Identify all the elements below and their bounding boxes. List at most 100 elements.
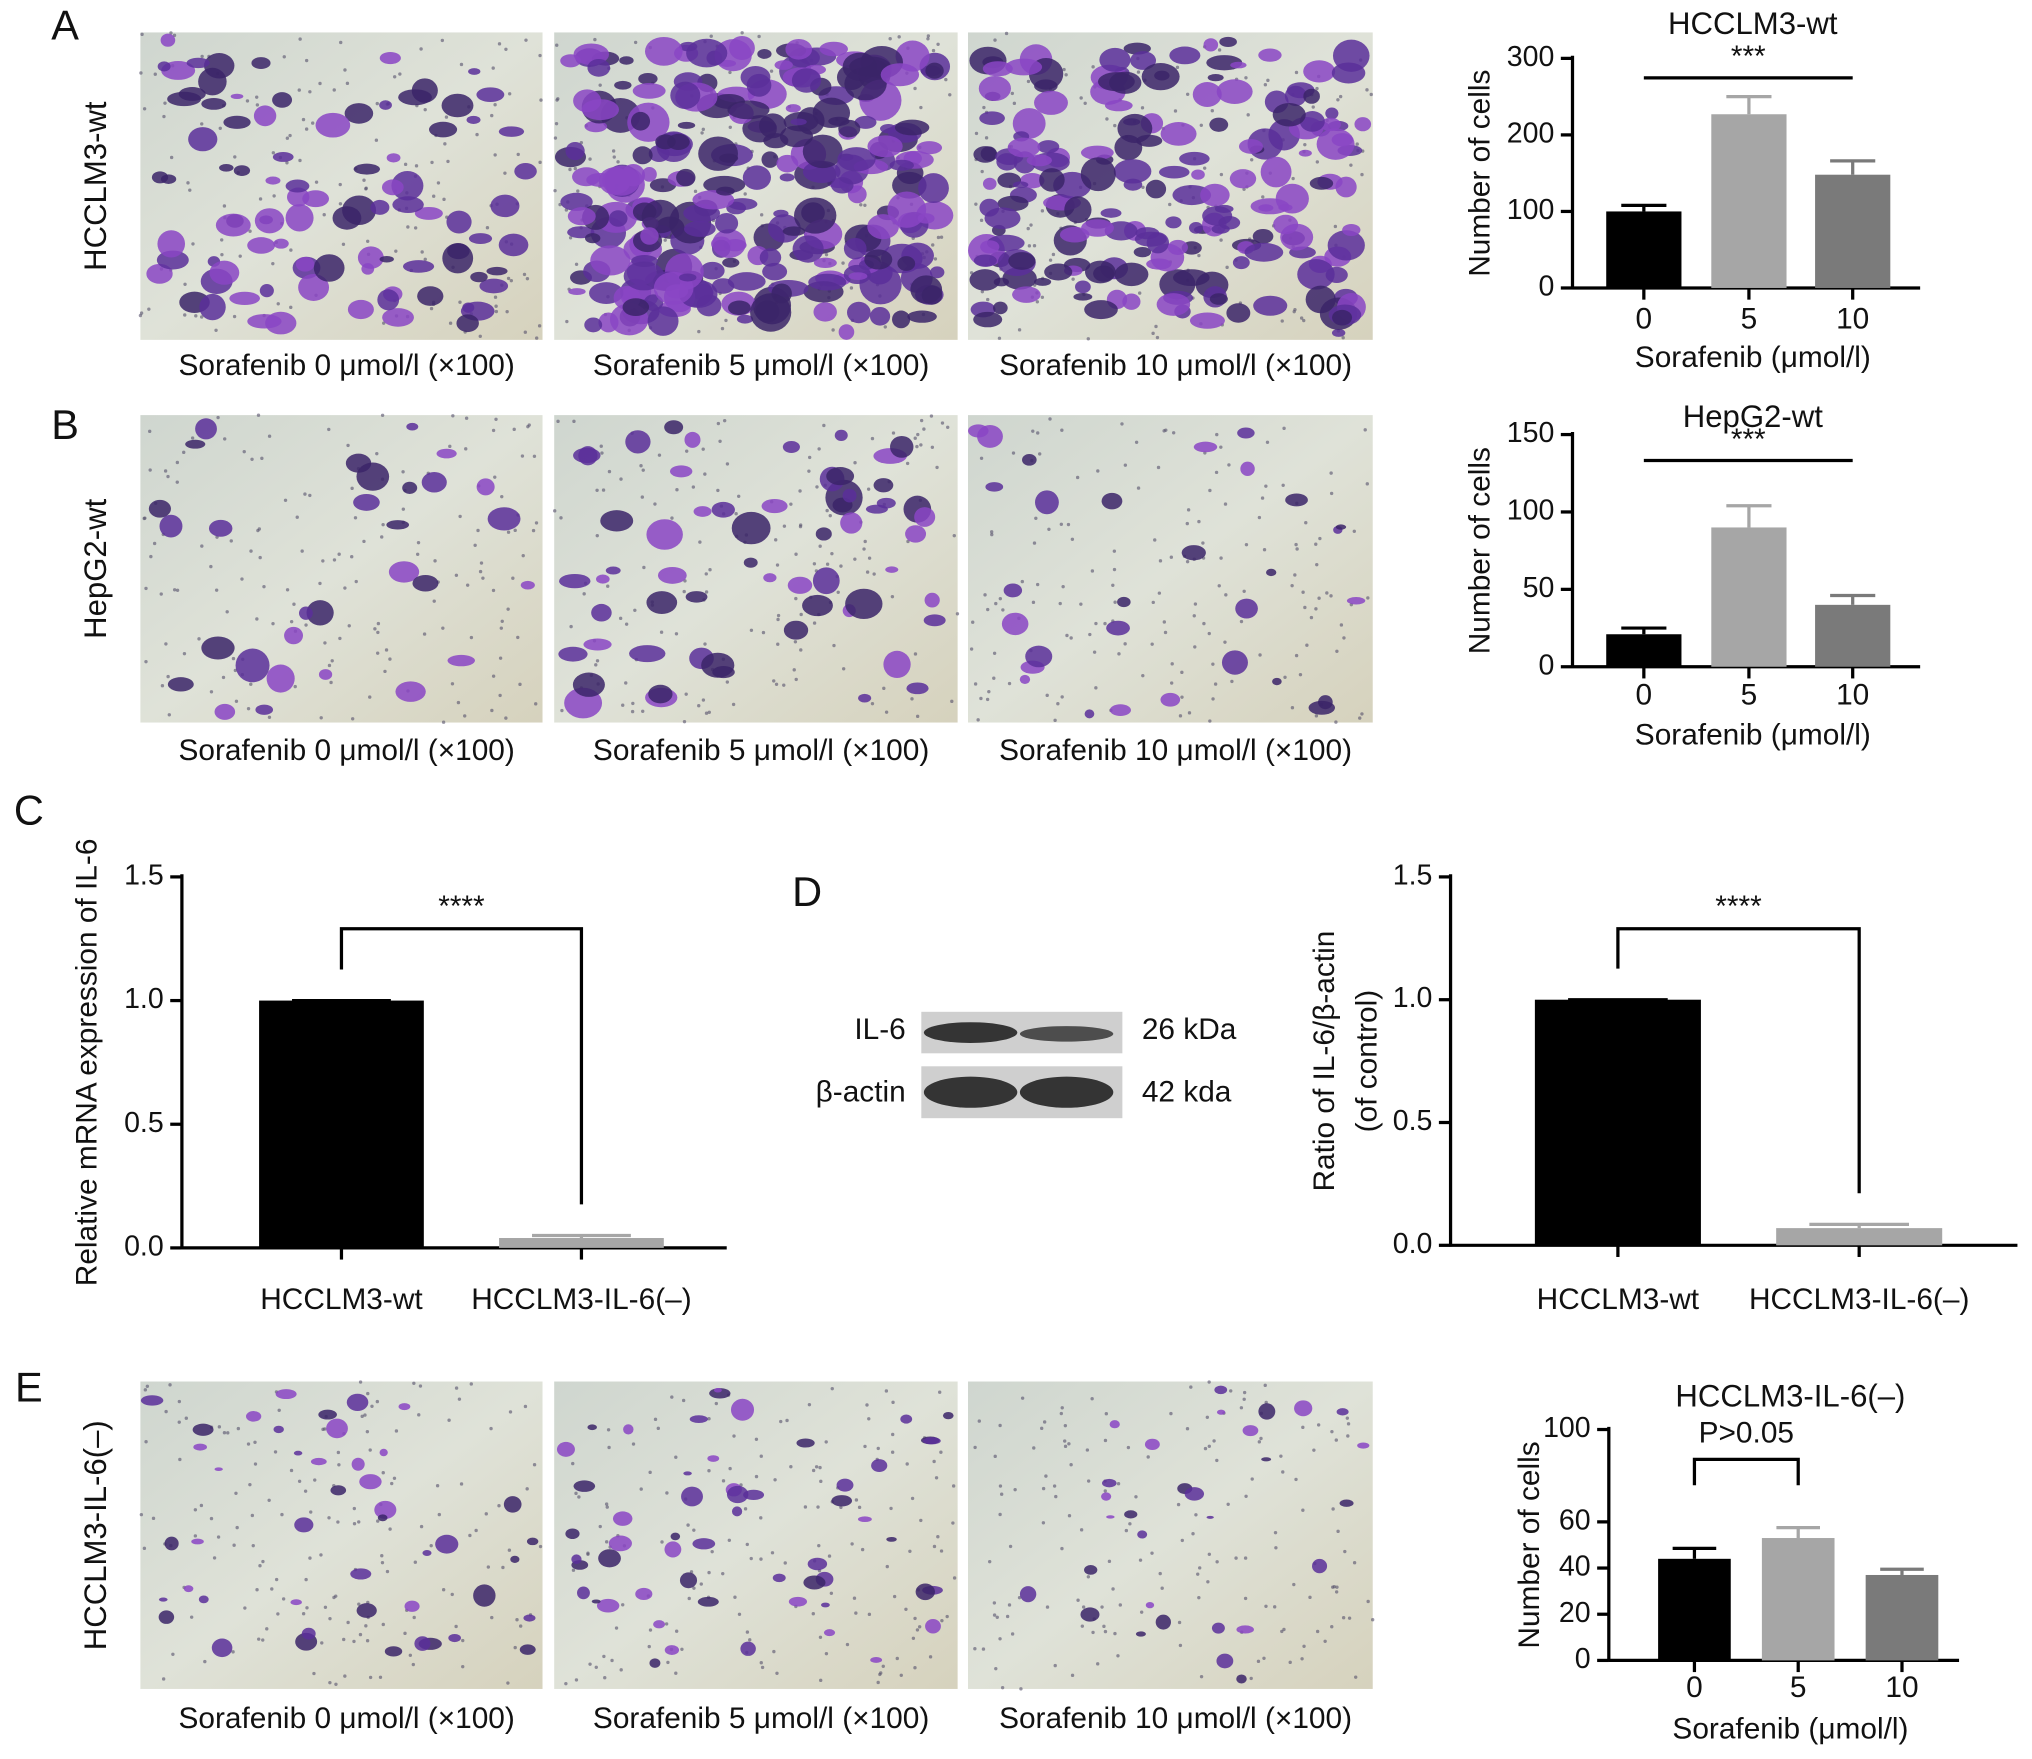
stained-cell [158, 1610, 175, 1624]
pore [338, 182, 342, 187]
pore [1294, 653, 1299, 658]
pore [1048, 258, 1053, 262]
pore [1201, 541, 1205, 545]
stained-cell [346, 1393, 369, 1412]
pore [952, 1576, 957, 1580]
stained-cell [157, 61, 171, 72]
pore [783, 1561, 787, 1565]
stained-cell [568, 288, 586, 296]
pore [852, 1596, 857, 1600]
pore [515, 1618, 519, 1622]
pore [200, 315, 204, 319]
stained-cell [1214, 204, 1234, 213]
pore [979, 456, 984, 460]
stained-cell [1332, 309, 1353, 326]
pore [327, 1516, 331, 1520]
stained-cell [211, 1638, 233, 1658]
stained-cell [1084, 709, 1095, 719]
pore [153, 72, 157, 76]
pore [759, 1516, 763, 1520]
stained-cell [842, 488, 857, 503]
stained-cell [558, 646, 588, 662]
pore [982, 105, 986, 110]
pore [728, 70, 732, 75]
pore [212, 1556, 217, 1560]
pore [682, 719, 687, 724]
stained-cell [1184, 1487, 1205, 1501]
stained-cell [573, 447, 601, 464]
pore [1332, 1585, 1336, 1589]
pore [534, 521, 539, 525]
stained-cell [649, 1658, 661, 1668]
pore [374, 138, 379, 142]
pore [568, 167, 572, 172]
pore [882, 686, 886, 691]
stained-cell [414, 1636, 431, 1651]
pore [327, 427, 331, 432]
pore [446, 159, 450, 164]
stained-cell [1258, 48, 1282, 62]
pore [375, 101, 379, 106]
pore [740, 31, 744, 35]
pore [1301, 1425, 1305, 1430]
pore [640, 495, 645, 499]
stained-cell [1106, 620, 1130, 636]
stained-cell [925, 62, 944, 79]
pore [392, 75, 397, 79]
stained-cell [858, 693, 872, 703]
stained-cell [871, 1459, 888, 1472]
pore [602, 1654, 606, 1659]
stained-cell [978, 75, 1011, 102]
stained-cell [388, 561, 420, 583]
pore [256, 528, 260, 533]
pore [1091, 1630, 1095, 1635]
stained-cell [402, 481, 418, 494]
pore [1040, 1426, 1044, 1431]
pore [270, 1587, 274, 1591]
stained-cell [247, 237, 276, 254]
pore [1005, 1614, 1010, 1619]
pore [862, 547, 866, 551]
stained-cell [402, 260, 435, 273]
pore [1113, 600, 1117, 604]
error-bar [532, 1233, 631, 1239]
stained-cell [587, 1424, 597, 1431]
pore [140, 32, 144, 37]
pore [1282, 426, 1286, 431]
pore [248, 1482, 252, 1487]
stained-cell [779, 173, 795, 182]
stained-cell [466, 115, 481, 124]
pore [341, 242, 346, 246]
pore [177, 1399, 182, 1404]
pore [1330, 1625, 1334, 1629]
pore [415, 552, 420, 556]
stained-cell [382, 308, 414, 327]
pore [1215, 1560, 1219, 1564]
error-bar [1726, 95, 1772, 115]
stained-cell [1044, 263, 1073, 281]
stained-cell [845, 588, 883, 619]
stained-cell [215, 213, 251, 237]
pore [1323, 1639, 1327, 1643]
stained-cell [411, 78, 438, 103]
stained-cell [347, 299, 374, 320]
stained-cell [730, 1398, 755, 1421]
pore [995, 1615, 999, 1619]
pore [1116, 1654, 1120, 1658]
pore [1210, 109, 1214, 113]
pore [647, 1644, 651, 1649]
stained-cell [1117, 596, 1131, 608]
pore [412, 1381, 416, 1385]
pore [258, 197, 263, 201]
stained-cell [201, 636, 235, 660]
pore [1094, 686, 1098, 690]
pore [974, 202, 978, 206]
stained-cell [890, 435, 914, 458]
pore [604, 1502, 609, 1506]
pore [1156, 465, 1161, 470]
stained-cell [1109, 1420, 1120, 1429]
pore [1338, 94, 1343, 99]
pore [513, 528, 517, 533]
pore [639, 464, 643, 468]
stained-cell [985, 482, 1004, 492]
